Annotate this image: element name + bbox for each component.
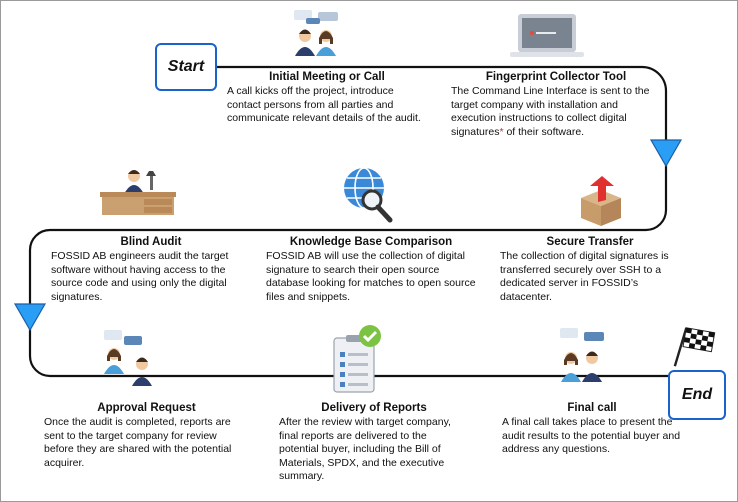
step-approval-request: Approval Request Once the audit is compl… xyxy=(44,402,249,470)
box-upload-icon xyxy=(581,176,621,226)
checkered-flag-icon xyxy=(673,327,716,367)
step-blind-audit: Blind Audit FOSSID AB engineers audit th… xyxy=(51,236,251,304)
step-description: After the review with target company, fi… xyxy=(279,416,451,483)
flow-arrow-left xyxy=(13,303,47,332)
step-knowledge-base: Knowledge Base Comparison FOSSID AB will… xyxy=(266,236,476,304)
step-title: Blind Audit xyxy=(120,236,182,248)
step-description: The collection of digital signatures is … xyxy=(500,250,669,303)
step-delivery-reports: Delivery of Reports After the review wit… xyxy=(279,402,469,483)
step-final-call: Final call A final call takes place to p… xyxy=(502,402,682,457)
flow-arrow-right xyxy=(649,139,683,168)
engineer-desk-icon xyxy=(100,170,176,215)
checklist-icon xyxy=(333,325,381,393)
flow-path xyxy=(28,65,672,378)
step-description: Once the audit is completed, reports are… xyxy=(44,416,232,469)
footnote-marker: * xyxy=(499,125,504,138)
step-title: Approval Request xyxy=(97,402,196,414)
step-description: A final call takes place to present the … xyxy=(502,416,681,456)
step-description: A call kicks off the project, introduce … xyxy=(227,85,421,125)
approval-people-icon xyxy=(104,330,152,386)
step-title: Delivery of Reports xyxy=(321,402,427,414)
end-terminal: End xyxy=(668,370,726,420)
start-terminal: Start xyxy=(155,43,217,91)
step-title: Initial Meeting or Call xyxy=(269,71,385,83)
step-title: Fingerprint Collector Tool xyxy=(485,71,627,83)
step-title: Final call xyxy=(567,402,617,414)
step-description: FOSSID AB engineers audit the target sof… xyxy=(51,250,229,303)
step-description: FOSSID AB will use the collection of dig… xyxy=(266,250,476,303)
meeting-people-icon xyxy=(560,328,604,382)
globe-search-icon xyxy=(344,167,393,223)
step-description-end: of their software. xyxy=(503,125,585,138)
step-fingerprint-tool: Fingerprint Collector Tool The Command L… xyxy=(451,71,661,139)
step-title: Secure Transfer xyxy=(546,236,634,248)
laptop-icon xyxy=(510,14,584,57)
meeting-people-icon xyxy=(294,10,338,56)
step-title: Knowledge Base Comparison xyxy=(289,236,453,248)
step-initial-meeting: Initial Meeting or Call A call kicks off… xyxy=(227,71,427,126)
step-secure-transfer: Secure Transfer The collection of digita… xyxy=(500,236,680,304)
step-description: The Command Line Interface is sent to th… xyxy=(451,85,650,138)
